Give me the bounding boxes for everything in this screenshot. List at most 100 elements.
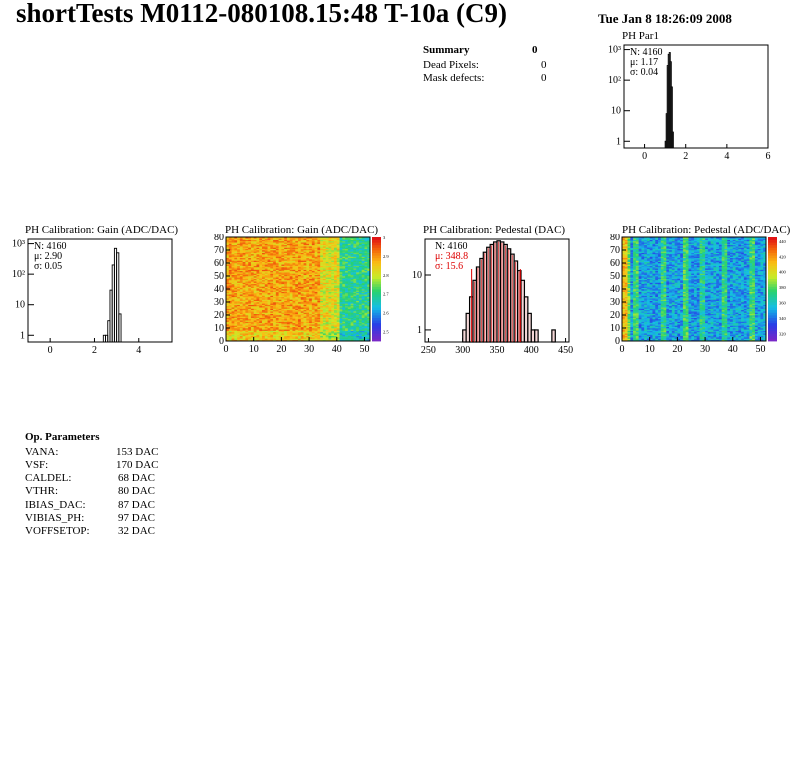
- heatmap-cell: [234, 302, 238, 304]
- heatmap-cell: [325, 334, 329, 337]
- heatmap-cell: [364, 255, 368, 257]
- heatmap-cell: [306, 311, 310, 313]
- heatmap-cell: [273, 299, 277, 301]
- heatmap-cell: [317, 331, 321, 334]
- heatmap-cell: [325, 281, 329, 283]
- heatmap-cell: [336, 329, 340, 331]
- heatmap-cell: [320, 243, 324, 246]
- heatmap-cell: [264, 312, 268, 314]
- heatmap-cell: [311, 266, 315, 269]
- heatmap-cell: [270, 298, 274, 300]
- heatmap-cell: [364, 316, 368, 318]
- heatmap-cell: [763, 325, 767, 327]
- heatmap-cell: [242, 266, 246, 269]
- heatmap-cell: [320, 296, 324, 299]
- heatmap-cell: [358, 324, 362, 326]
- heatmap-cell: [309, 278, 313, 281]
- heatmap-cell: [273, 279, 277, 282]
- heatmap-cell: [270, 312, 274, 314]
- heatmap-cell: [702, 329, 706, 331]
- heatmap-cell: [350, 316, 354, 318]
- heatmap-cell: [663, 325, 667, 327]
- heatmap-cell: [256, 247, 260, 249]
- heatmap-cell: [730, 334, 734, 337]
- heatmap-cell: [325, 273, 329, 275]
- heatmap-cell: [228, 328, 232, 330]
- heatmap-cell: [309, 282, 313, 285]
- heatmap-cell: [364, 265, 368, 268]
- heatmap-cell: [259, 285, 263, 287]
- heatmap-cell: [278, 291, 282, 294]
- heatmap-cell: [350, 315, 354, 317]
- heatmap-cell: [361, 270, 365, 273]
- heatmap-cell: [358, 329, 362, 331]
- heatmap-cell: [275, 240, 279, 243]
- heatmap-cell: [289, 248, 293, 251]
- heatmap-cell: [342, 318, 346, 321]
- heatmap-cell: [666, 326, 670, 329]
- heatmap-cell: [242, 255, 246, 257]
- heatmap-cell: [347, 322, 351, 325]
- heatmap-cell: [226, 296, 230, 299]
- heatmap-cell: [707, 334, 711, 337]
- heatmap-cell: [234, 243, 238, 246]
- heatmap-cell: [262, 244, 266, 247]
- heatmap-cell: [228, 313, 232, 316]
- heatmap-cell: [262, 246, 266, 248]
- heatmap-cell: [286, 302, 290, 304]
- heatmap-cell: [743, 331, 747, 334]
- heatmap-cell: [322, 285, 326, 287]
- heatmap-cell: [754, 331, 758, 334]
- heatmap-cell: [298, 315, 302, 317]
- heatmap-cell: [275, 325, 279, 327]
- heatmap-cell: [262, 296, 266, 299]
- heatmap-cell: [350, 317, 354, 320]
- heatmap-cell: [311, 299, 315, 301]
- heatmap-cell: [273, 259, 277, 261]
- heatmap-cell: [267, 328, 271, 330]
- heatmap-cell: [353, 253, 357, 256]
- heatmap-cell: [231, 334, 235, 337]
- heatmap-cell: [284, 298, 288, 300]
- heatmap-cell: [259, 253, 263, 256]
- heatmap-cell: [364, 290, 368, 292]
- heatmap-cell: [250, 321, 254, 324]
- heatmap-cell: [361, 283, 365, 286]
- heatmap-cell: [345, 337, 349, 339]
- heatmap-cell: [278, 318, 282, 321]
- heatmap-cell: [325, 325, 329, 327]
- heatmap-cell: [311, 268, 315, 270]
- heatmap-cell: [300, 328, 304, 330]
- heatmap-cell: [334, 263, 338, 265]
- heatmap-cell: [264, 307, 268, 309]
- heatmap-cell: [682, 325, 686, 327]
- heatmap-cell: [334, 299, 338, 301]
- heatmap-cell: [364, 263, 368, 265]
- heatmap-cell: [356, 238, 360, 240]
- heatmap-cell: [284, 260, 288, 262]
- heatmap-cell: [674, 334, 678, 337]
- heatmap-cell: [234, 256, 238, 259]
- heatmap-cell: [300, 331, 304, 334]
- heatmap-cell: [741, 338, 745, 340]
- heatmap-cell: [345, 303, 349, 305]
- heatmap-cell: [245, 289, 249, 291]
- heatmap-cell: [358, 326, 362, 329]
- heatmap-cell: [259, 264, 263, 266]
- heatmap-cell: [331, 265, 335, 268]
- heatmap-cell: [314, 287, 318, 290]
- heatmap-cell: [275, 269, 279, 272]
- heatmap-cell: [242, 269, 246, 272]
- heatmap-cell: [691, 335, 695, 338]
- heatmap-cell: [262, 266, 266, 269]
- heatmap-cell: [339, 337, 343, 339]
- heatmap-cell: [334, 270, 338, 273]
- heatmap-cell: [743, 328, 747, 330]
- heatmap-cell: [281, 307, 285, 309]
- heatmap-cell: [652, 326, 656, 329]
- heatmap-cell: [367, 246, 371, 248]
- heatmap-cell: [273, 251, 277, 253]
- heatmap-cell: [342, 316, 346, 318]
- heatmap-cell: [267, 331, 271, 334]
- heatmap-cell: [300, 274, 304, 277]
